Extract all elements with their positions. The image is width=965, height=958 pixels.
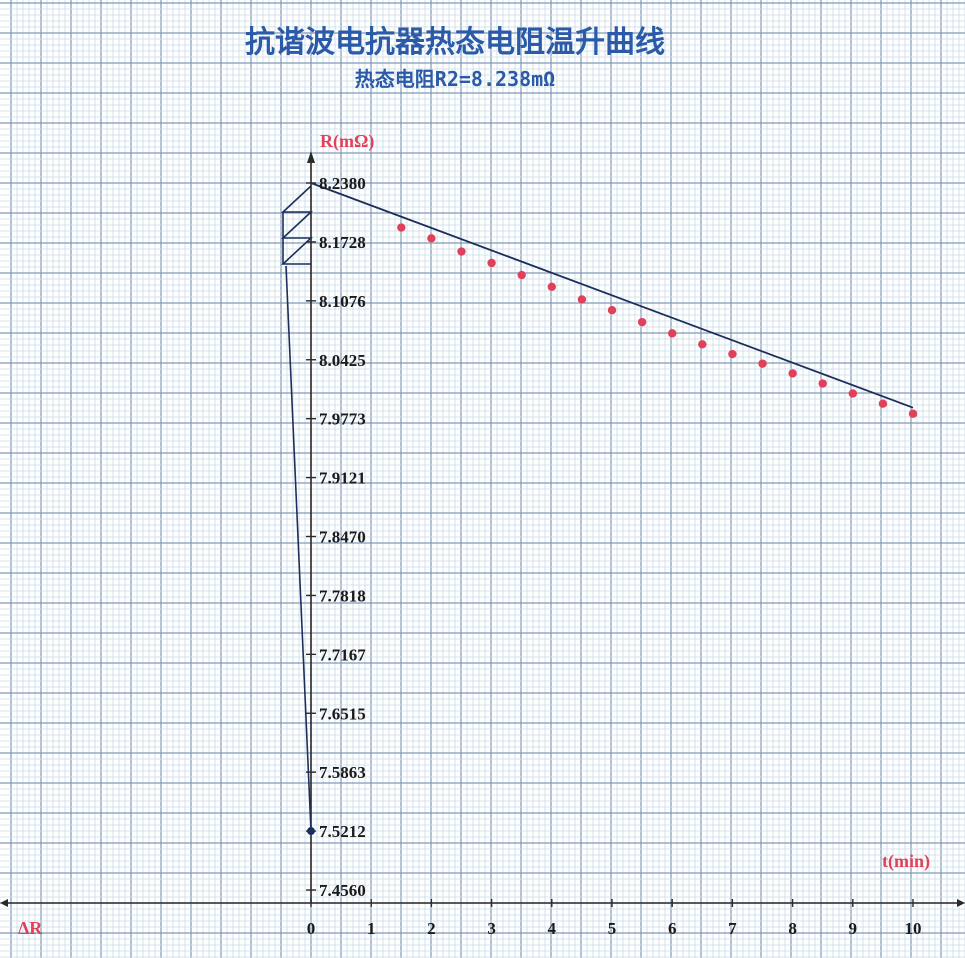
- x-tick-label: 2: [427, 919, 436, 938]
- y-tick-label: 7.8470: [319, 528, 366, 547]
- y-tick-label: 7.9121: [319, 469, 366, 488]
- delta-r-label: ΔR: [18, 918, 43, 938]
- x-tick-label: 5: [608, 919, 617, 938]
- data-point: [698, 340, 707, 349]
- data-point: [908, 409, 918, 418]
- x-axis-label: t(min): [882, 851, 930, 872]
- y-tick-label: 7.6515: [319, 704, 366, 723]
- x-tick-label: 10: [905, 919, 922, 938]
- x-tick-label: 3: [487, 919, 496, 938]
- data-point: [818, 379, 827, 388]
- x-tick-label: 8: [788, 919, 797, 938]
- chart-title: 抗谐波电抗器热态电阻温升曲线: [245, 25, 665, 60]
- y-tick-label: 8.0425: [319, 351, 366, 370]
- x-tick-label: 1: [367, 919, 376, 938]
- fit-line: [310, 182, 914, 409]
- y-axis-arrow: [307, 151, 315, 163]
- x-tick-label: 9: [849, 919, 858, 938]
- y-axis-label: R(mΩ): [320, 131, 374, 152]
- y-tick-label: 7.4560: [319, 881, 366, 900]
- data-point: [397, 223, 406, 232]
- data-point: [848, 389, 857, 398]
- labels: 0 1 2 3 4 5 6 7 8 9 10 8.2380 8.1728 8.1076 8.0425 7.97…: [18, 131, 930, 938]
- data-point: [457, 247, 466, 256]
- y-tick-label: 7.7167: [319, 645, 366, 664]
- data-point: [878, 399, 888, 408]
- data-point: [517, 270, 526, 280]
- x-tick-label: 6: [668, 919, 677, 938]
- x-tick-label: 0: [307, 919, 316, 938]
- y-tick-label: 8.1076: [319, 292, 366, 311]
- x-tick-label: 4: [548, 919, 557, 938]
- y-tick-label: 8.1728: [319, 233, 366, 252]
- data-point: [758, 359, 767, 368]
- data-point: [788, 369, 797, 378]
- data-point: [728, 349, 737, 359]
- data-point: [487, 258, 496, 268]
- y-tick-label: 7.9773: [319, 410, 366, 429]
- data-point: [577, 295, 587, 304]
- data-point: [427, 234, 436, 243]
- x-tick-label: 7: [728, 919, 737, 938]
- chart-subtitle: 热态电阻R2=8.238mΩ: [355, 67, 555, 91]
- axes: [0, 151, 965, 907]
- y-tick-label: 8.2380: [319, 174, 366, 193]
- decay-line: [285, 265, 312, 832]
- data-point: [547, 282, 556, 291]
- data-point: [668, 329, 677, 338]
- marks: [280, 182, 918, 836]
- extrapolated-point: [307, 827, 315, 836]
- x-axis-arrow: [957, 899, 965, 907]
- data-point: [637, 317, 647, 327]
- y-tick-label: 7.5212: [319, 822, 366, 841]
- y-tick-label: 7.5863: [319, 763, 366, 782]
- x-axis-arrow-left: [0, 899, 8, 907]
- data-point: [607, 306, 617, 315]
- y-tick-label: 7.7818: [319, 586, 366, 605]
